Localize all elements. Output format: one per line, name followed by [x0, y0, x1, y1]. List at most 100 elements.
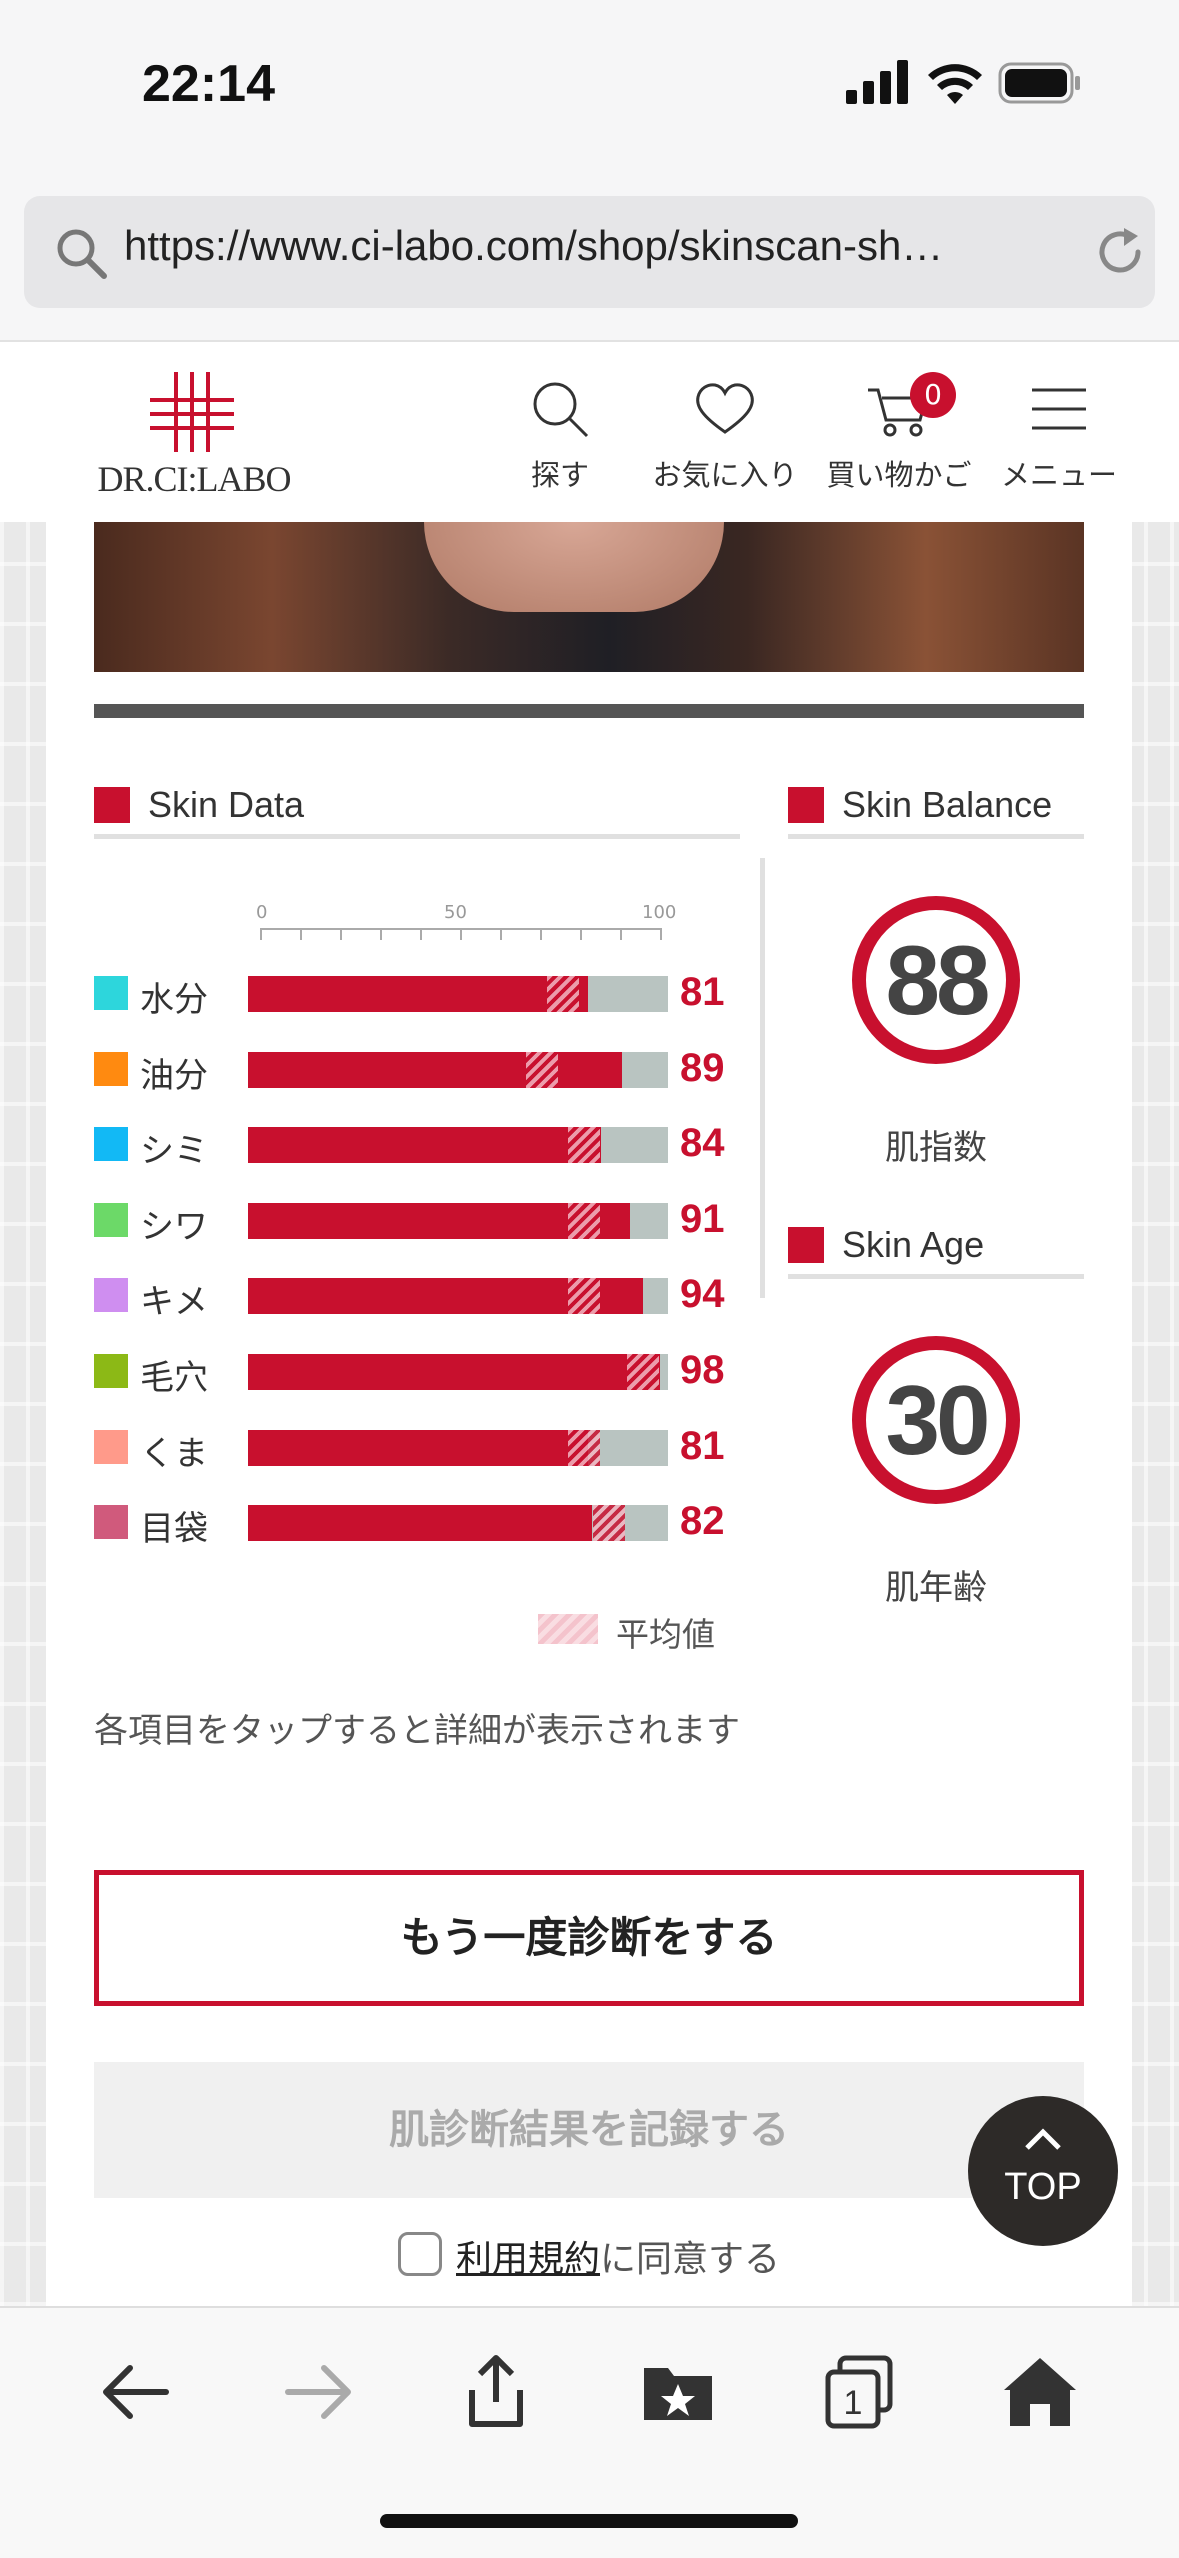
heart-icon [696, 383, 754, 434]
skin-metric-row[interactable]: 毛穴 98 [94, 1348, 774, 1398]
share-icon[interactable] [456, 2352, 536, 2432]
logo-text: DR.CI:LABO [97, 459, 291, 499]
skin-balance-underline [788, 834, 1084, 839]
skin-data-title-text: Skin Data [148, 784, 305, 825]
metric-value: 91 [680, 1197, 725, 1241]
axis-tick-label: 50 [444, 902, 467, 923]
metric-color-swatch [94, 1278, 128, 1312]
metric-average-marker [568, 1203, 600, 1239]
metric-color-swatch [94, 1127, 128, 1161]
tap-hint: 各項目をタップすると詳細が表示されます [94, 1711, 740, 1751]
logo-mark-icon [150, 372, 234, 452]
back-arrow-icon[interactable] [96, 2352, 176, 2432]
skin-metric-row[interactable]: 水分 81 [94, 970, 774, 1020]
terms-link[interactable]: 利用規約 [456, 2239, 601, 2280]
result-card: Skin Data 0 50 100 水分 81 油分 89 シミ 84 シワ 91 キメ 94 毛… [46, 522, 1132, 2306]
metric-score-bar [248, 1354, 660, 1390]
metric-color-swatch [94, 1354, 128, 1388]
skin-age-title-text: Skin Age [842, 1224, 985, 1265]
axis-tick [340, 928, 342, 940]
cart-count-badge: 0 [910, 372, 956, 418]
skin-balance-label: 肌指数 [885, 1128, 987, 1168]
metric-label: くま [140, 1434, 208, 1474]
metric-bar-track [248, 1505, 668, 1541]
scroll-top-label: TOP [1004, 2166, 1082, 2208]
metric-average-marker [568, 1278, 600, 1314]
tabs-icon[interactable]: 1 [820, 2352, 900, 2432]
average-legend-label: 平均値 [616, 1615, 715, 1654]
metric-label: キメ [140, 1282, 208, 1322]
home-indicator [380, 2514, 798, 2528]
forward-arrow-icon[interactable] [278, 2352, 358, 2432]
metric-bar-track [248, 1354, 668, 1390]
nav-cart[interactable]: 0 買い物かご [824, 372, 974, 494]
metric-score-bar [248, 976, 589, 1012]
metric-value: 81 [680, 970, 725, 1014]
skin-metric-row[interactable]: シワ 91 [94, 1197, 774, 1247]
axis-tick [300, 928, 302, 940]
nav-label: お気に入り [652, 458, 798, 492]
search-icon [533, 382, 589, 438]
metric-bar-track [248, 1203, 668, 1239]
metric-bar-track [248, 1052, 668, 1088]
skin-metric-row[interactable]: 目袋 82 [94, 1499, 774, 1549]
axis-tick [500, 928, 502, 940]
skin-balance-value: 88 [885, 925, 990, 1035]
column-divider [760, 858, 765, 1298]
metric-bar-track [248, 1127, 668, 1163]
record-result-button[interactable]: 肌診断結果を記録する [94, 2062, 1084, 2198]
metric-color-swatch [94, 1430, 128, 1464]
terms-checkbox[interactable] [398, 2232, 442, 2276]
metric-value: 84 [680, 1121, 725, 1165]
axis-tick [260, 928, 262, 940]
metric-bar-track [248, 1430, 668, 1466]
metric-average-marker [526, 1052, 558, 1088]
metric-score-bar [248, 1052, 622, 1088]
metric-value: 81 [680, 1424, 725, 1468]
axis-tick [620, 928, 622, 940]
bookmarks-icon[interactable] [638, 2352, 718, 2432]
axis-tick-label: 100 [642, 902, 677, 923]
skin-metric-row[interactable]: 油分 89 [94, 1046, 774, 1096]
metric-score-bar [248, 1430, 589, 1466]
reload-icon[interactable] [1092, 224, 1148, 280]
axis-tick [380, 928, 382, 940]
face-photo [94, 522, 1084, 672]
metric-average-marker [568, 1430, 600, 1466]
retry-diagnosis-button[interactable]: もう一度診断をする [94, 1870, 1084, 2006]
url-text[interactable]: https://www.ci-labo.com/shop/skinscan-sh… [124, 222, 944, 269]
nav-label: 買い物かご [826, 458, 972, 492]
scroll-top-button[interactable]: TOP [968, 2096, 1118, 2246]
metric-value: 98 [680, 1348, 725, 1392]
metric-label: シミ [140, 1131, 208, 1171]
nav-search[interactable]: 探す [485, 376, 635, 494]
section-marker [788, 787, 824, 823]
skin-balance-title: Skin Balance [788, 784, 1052, 826]
nav-favorites[interactable]: お気に入り [650, 376, 800, 494]
score-axis: 0 50 100 [256, 902, 676, 940]
metric-average-marker [593, 1505, 626, 1541]
skin-age-gauge: 30 [852, 1336, 1020, 1504]
home-icon[interactable] [1000, 2352, 1080, 2432]
address-bar[interactable]: https://www.ci-labo.com/shop/skinscan-sh… [24, 196, 1155, 308]
skin-metric-row[interactable]: シミ 84 [94, 1121, 774, 1171]
metric-score-bar [248, 1127, 601, 1163]
skin-age-label: 肌年齢 [885, 1568, 987, 1608]
skin-data-title: Skin Data [94, 784, 304, 826]
nav-label: 探す [530, 458, 589, 492]
site-logo[interactable]: DR.CI:LABO [88, 372, 300, 512]
skin-age-value: 30 [885, 1365, 990, 1475]
svg-text:1: 1 [844, 2384, 863, 2422]
metric-label: シワ [140, 1207, 208, 1247]
status-time: 22:14 [142, 55, 275, 113]
axis-tick [420, 928, 422, 940]
metric-color-swatch [94, 1203, 128, 1237]
nav-menu[interactable]: メニュー [984, 376, 1134, 494]
axis-tick [540, 928, 542, 940]
skin-metric-row[interactable]: くま 81 [94, 1424, 774, 1474]
divider [94, 704, 1084, 718]
metric-bar-track [248, 976, 668, 1012]
metric-label: 毛穴 [140, 1358, 208, 1398]
search-icon [57, 229, 107, 279]
skin-metric-row[interactable]: キメ 94 [94, 1272, 774, 1322]
